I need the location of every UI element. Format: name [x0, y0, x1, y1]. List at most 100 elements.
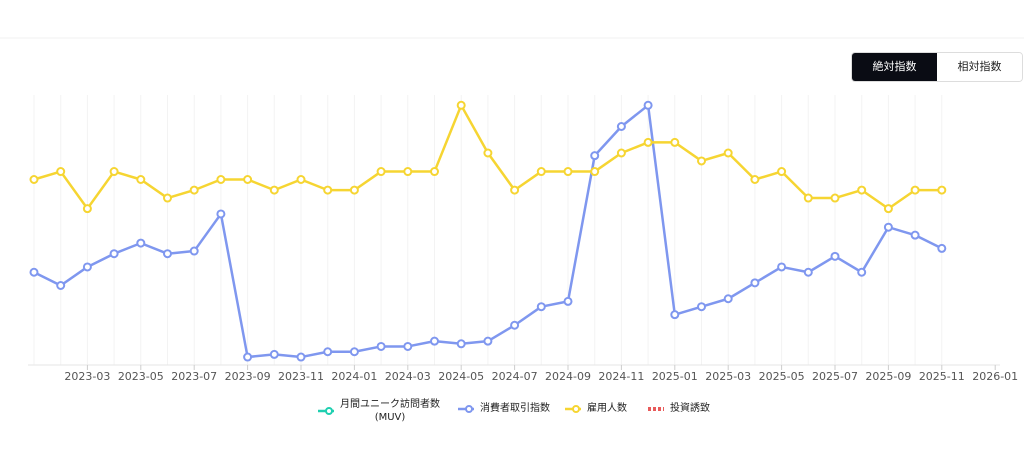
- x-tick-label: 2023-05: [118, 370, 164, 383]
- data-point: [643, 100, 653, 110]
- data-point: [616, 122, 626, 131]
- data-point: [590, 151, 600, 161]
- data-point: [163, 249, 172, 259]
- data-point: [910, 230, 920, 240]
- data-point: [296, 352, 306, 362]
- x-tick-label: 2023-09: [225, 370, 271, 383]
- data-point: [536, 167, 546, 177]
- data-point: [189, 246, 199, 256]
- data-point: [376, 341, 386, 351]
- data-point: [643, 137, 653, 147]
- data-point: [563, 296, 573, 306]
- x-tick-label: 2026-01: [972, 370, 1018, 383]
- data-point: [563, 167, 573, 177]
- data-point: [697, 302, 706, 312]
- legend-item[interactable]: 月間ユニーク訪問者数 (MUV): [318, 398, 440, 424]
- x-tick-label: 2024-07: [492, 370, 538, 383]
- data-point: [910, 185, 920, 195]
- x-tick-label: 2025-05: [759, 370, 805, 383]
- legend-item[interactable]: 投資誘致: [648, 402, 710, 415]
- data-point: [243, 352, 253, 362]
- data-point: [403, 341, 413, 351]
- data-point: [403, 167, 413, 177]
- data-point: [510, 185, 520, 195]
- data-point: [430, 167, 439, 177]
- data-point: [29, 175, 39, 184]
- data-point: [216, 209, 226, 219]
- data-point: [883, 222, 893, 232]
- data-point: [296, 175, 306, 184]
- legend-swatch: [565, 404, 581, 413]
- data-point: [56, 281, 66, 290]
- data-point: [376, 167, 386, 177]
- legend-swatch: [458, 404, 474, 413]
- legend-label: 投資誘致: [670, 403, 710, 414]
- x-tick-label: 2025-01: [652, 370, 698, 383]
- data-point: [937, 243, 947, 253]
- data-point: [136, 175, 146, 184]
- data-point: [857, 185, 867, 195]
- data-point: [269, 185, 279, 195]
- data-point: [590, 167, 600, 177]
- data-point: [29, 267, 39, 277]
- data-point: [777, 262, 787, 272]
- x-tick-label: 2023-07: [171, 370, 217, 383]
- data-point: [269, 349, 279, 359]
- data-point: [803, 193, 813, 203]
- data-point: [830, 251, 840, 261]
- data-point: [830, 193, 840, 203]
- legend-label: 月間ユニーク訪問者数 (MUV): [340, 399, 440, 423]
- data-point: [163, 193, 172, 203]
- index-toggle: 絶対指数 相対指数: [851, 52, 1023, 82]
- toggle-button[interactable]: 絶対指数: [852, 53, 937, 81]
- toggle-button[interactable]: 相対指数: [937, 53, 1022, 81]
- x-tick-label: 2024-01: [331, 370, 377, 383]
- data-point: [323, 347, 333, 357]
- data-point: [857, 267, 867, 277]
- x-tick-label: 2025-09: [865, 370, 911, 383]
- data-point: [82, 262, 92, 272]
- legend-swatch: [318, 407, 334, 415]
- data-point: [777, 167, 787, 177]
- data-point: [697, 156, 706, 166]
- x-tick-label: 2024-09: [545, 370, 591, 383]
- data-point: [109, 167, 119, 177]
- data-point: [670, 310, 680, 320]
- data-point: [750, 278, 760, 288]
- x-tick-label: 2023-11: [278, 370, 324, 383]
- data-point: [82, 204, 92, 214]
- data-point: [349, 185, 359, 195]
- data-point: [430, 336, 439, 346]
- legend-label: 消費者取引指数: [480, 403, 550, 414]
- data-point: [456, 100, 466, 110]
- data-point: [109, 249, 119, 259]
- data-point: [243, 175, 253, 184]
- x-tick-label: 2024-03: [385, 370, 431, 383]
- data-point: [216, 175, 226, 184]
- data-point: [616, 148, 626, 158]
- x-tick-label: 2025-07: [812, 370, 858, 383]
- legend-label: 雇用人数: [587, 403, 627, 414]
- legend-item[interactable]: 消費者取引指数: [458, 402, 550, 415]
- data-point: [349, 347, 359, 357]
- legend-item[interactable]: 雇用人数: [565, 402, 627, 415]
- data-point: [670, 137, 680, 147]
- data-point: [56, 167, 66, 177]
- data-point: [937, 185, 947, 195]
- x-tick-label: 2024-11: [598, 370, 644, 383]
- x-tick-label: 2024-05: [438, 370, 484, 383]
- x-tick-label: 2025-03: [705, 370, 751, 383]
- x-tick-label: 2025-11: [919, 370, 965, 383]
- data-point: [483, 336, 493, 346]
- data-point: [136, 238, 146, 248]
- legend-swatch: [648, 406, 664, 411]
- data-point: [510, 320, 520, 330]
- data-point: [323, 185, 333, 195]
- data-point: [723, 148, 733, 158]
- data-point: [189, 185, 199, 195]
- data-point: [883, 204, 893, 214]
- x-tick-label: 2023-03: [64, 370, 110, 383]
- data-point: [483, 148, 493, 158]
